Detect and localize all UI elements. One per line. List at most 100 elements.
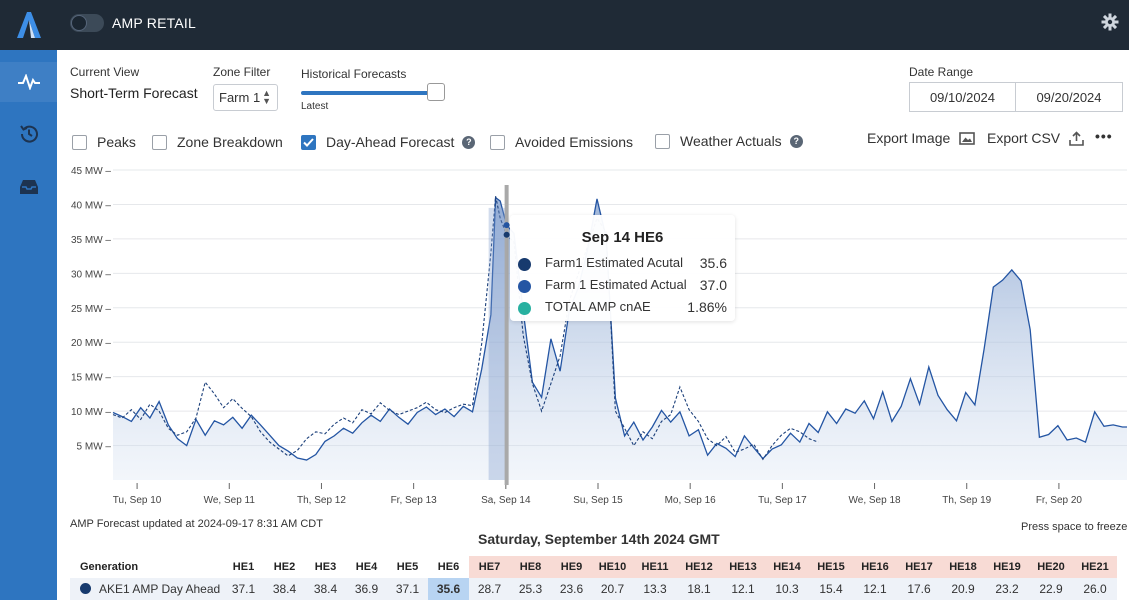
column-header[interactable]: HE10 <box>592 556 633 578</box>
column-header[interactable]: HE9 <box>551 556 592 578</box>
column-header[interactable]: HE15 <box>809 556 853 578</box>
side-rail <box>0 0 57 600</box>
toggle-knob <box>71 15 87 31</box>
table-cell: 38.4 <box>264 578 305 600</box>
logo-icon[interactable] <box>0 0 57 50</box>
y-tick-label: 35 MW – <box>71 235 111 246</box>
tooltip-series-value: 1.86% <box>687 299 727 315</box>
table-cell: 13.3 <box>633 578 677 600</box>
historical-forecasts-label: Historical Forecasts <box>301 67 407 81</box>
x-tick-label: We, Sep 18 <box>849 495 902 506</box>
x-tick-label: Su, Sep 15 <box>573 495 623 506</box>
table-cell: 17.6 <box>897 578 941 600</box>
historical-forecasts-slider-thumb[interactable] <box>427 83 445 101</box>
avoided-emissions-checkbox[interactable]: Avoided Emissions <box>490 134 633 150</box>
column-header[interactable]: HE13 <box>721 556 765 578</box>
column-header[interactable]: HE2 <box>273 561 296 573</box>
checkbox-label: Zone Breakdown <box>177 134 283 150</box>
forecast-chart: 5 MW – 10 MW – 15 MW – 20 MW – 25 MW – 30 MW … <box>57 160 1129 520</box>
inbox-icon[interactable] <box>0 167 57 207</box>
checkbox-label: Avoided Emissions <box>515 134 634 150</box>
date-to-input[interactable]: 09/20/2024 <box>1016 82 1123 112</box>
x-tick-label: Fr, Sep 20 <box>1036 495 1083 506</box>
checkbox-box[interactable] <box>301 134 316 150</box>
y-tick-label: 25 MW – <box>71 304 111 315</box>
export-image-button[interactable]: Export Image <box>867 130 976 146</box>
peaks-checkbox[interactable]: Peaks <box>72 134 136 150</box>
table-cell: 23.2 <box>985 578 1029 600</box>
column-header[interactable]: HE14 <box>765 556 809 578</box>
x-tick-label: Tu, Sep 17 <box>758 495 807 506</box>
column-header[interactable]: HE8 <box>510 556 551 578</box>
help-icon[interactable]: ? <box>789 134 803 148</box>
column-header[interactable]: HE20 <box>1029 556 1073 578</box>
zone-filter-select[interactable]: Farm 1 ▲ ▼ <box>213 84 278 111</box>
column-header[interactable]: HE19 <box>985 556 1029 578</box>
table-cell: 20.9 <box>941 578 985 600</box>
checkbox-box[interactable] <box>655 133 670 149</box>
forecast-updated-note: AMP Forecast updated at 2024-09-17 8:31 … <box>70 518 323 530</box>
tooltip-series-name: TOTAL AMP cnAE <box>545 299 651 314</box>
column-header[interactable]: HE6 <box>437 561 460 573</box>
hover-point <box>503 222 510 229</box>
table-header-row: Generation HE1 HE2 HE3 HE4 HE5 HE6 HE7 HE8 HE9 HE1… <box>70 556 1117 578</box>
series-area <box>113 197 1127 480</box>
table-cell: 25.3 <box>510 578 551 600</box>
y-tick-label: 5 MW – <box>77 442 112 453</box>
y-tick-label: 20 MW – <box>71 338 111 349</box>
zone-breakdown-checkbox[interactable]: Zone Breakdown <box>152 134 283 150</box>
checkbox-box[interactable] <box>152 134 167 150</box>
row-name: AKE1 AMP Day Ahead <box>99 582 221 596</box>
tooltip-row: Farm 1 Estimated Actual 37.0 <box>518 275 735 295</box>
help-icon[interactable]: ? <box>462 135 476 149</box>
table-row: AKE1 AMP Day Ahead 37.1 38.4 38.4 36.9 37.1 35… <box>70 578 1117 600</box>
table-cell: 23.6 <box>551 578 592 600</box>
tooltip-row: TOTAL AMP cnAE 1.86% <box>518 297 735 317</box>
column-header[interactable]: HE21 <box>1073 556 1117 578</box>
theme-toggle[interactable] <box>70 14 104 32</box>
table-cell: 37.1 <box>223 578 264 600</box>
series-dot <box>518 258 531 271</box>
date-from-input[interactable]: 09/10/2024 <box>909 82 1016 112</box>
pulse-icon[interactable] <box>0 62 57 102</box>
table-cell: 12.1 <box>721 578 765 600</box>
column-header[interactable]: HE1 <box>232 561 255 573</box>
column-header[interactable]: HE17 <box>897 556 941 578</box>
day-ahead-forecast-checkbox[interactable]: Day-Ahead Forecast? <box>301 134 476 150</box>
more-options-button[interactable]: ••• <box>1095 128 1113 144</box>
table-cell: 22.9 <box>1029 578 1073 600</box>
gear-icon[interactable] <box>1101 13 1119 36</box>
x-tick-label: Fr, Sep 13 <box>391 495 438 506</box>
y-tick-label: 30 MW – <box>71 269 111 280</box>
upload-icon <box>1069 130 1084 146</box>
tooltip-series-name: Farm 1 Estimated Actual <box>545 277 687 292</box>
tooltip-title: Sep 14 HE6 <box>581 229 664 246</box>
tooltip-series-name: Farm1 Estimated Acutal <box>545 255 683 270</box>
history-icon[interactable] <box>0 114 57 154</box>
x-tick-label: Tu, Sep 10 <box>113 495 162 506</box>
column-header[interactable]: HE4 <box>355 561 378 573</box>
historical-forecasts-sub: Latest <box>301 101 329 112</box>
table-cell: 28.7 <box>469 578 510 600</box>
historical-forecasts-slider-track[interactable] <box>301 91 441 95</box>
hover-point <box>503 231 510 238</box>
weather-actuals-checkbox[interactable]: Weather Actuals? <box>655 133 803 149</box>
column-header[interactable]: HE3 <box>314 561 337 573</box>
column-header[interactable]: HE11 <box>633 556 677 578</box>
series-dot <box>518 280 531 293</box>
column-header[interactable]: HE12 <box>677 556 721 578</box>
column-header[interactable]: HE5 <box>396 561 419 573</box>
table-cell: 26.0 <box>1073 578 1117 600</box>
image-icon <box>959 131 976 145</box>
tooltip-series-value: 37.0 <box>699 277 727 293</box>
zone-filter-label: Zone Filter <box>213 65 271 79</box>
table-cell: 20.7 <box>592 578 633 600</box>
x-tick-label: Mo, Sep 16 <box>665 495 717 506</box>
column-header[interactable]: HE18 <box>941 556 985 578</box>
checkbox-box[interactable] <box>72 134 87 150</box>
column-header[interactable]: HE16 <box>853 556 897 578</box>
checkbox-box[interactable] <box>490 134 505 150</box>
x-tick-label: Th, Sep 19 <box>942 495 991 506</box>
column-header[interactable]: HE7 <box>469 556 510 578</box>
export-csv-button[interactable]: Export CSV <box>987 130 1084 146</box>
